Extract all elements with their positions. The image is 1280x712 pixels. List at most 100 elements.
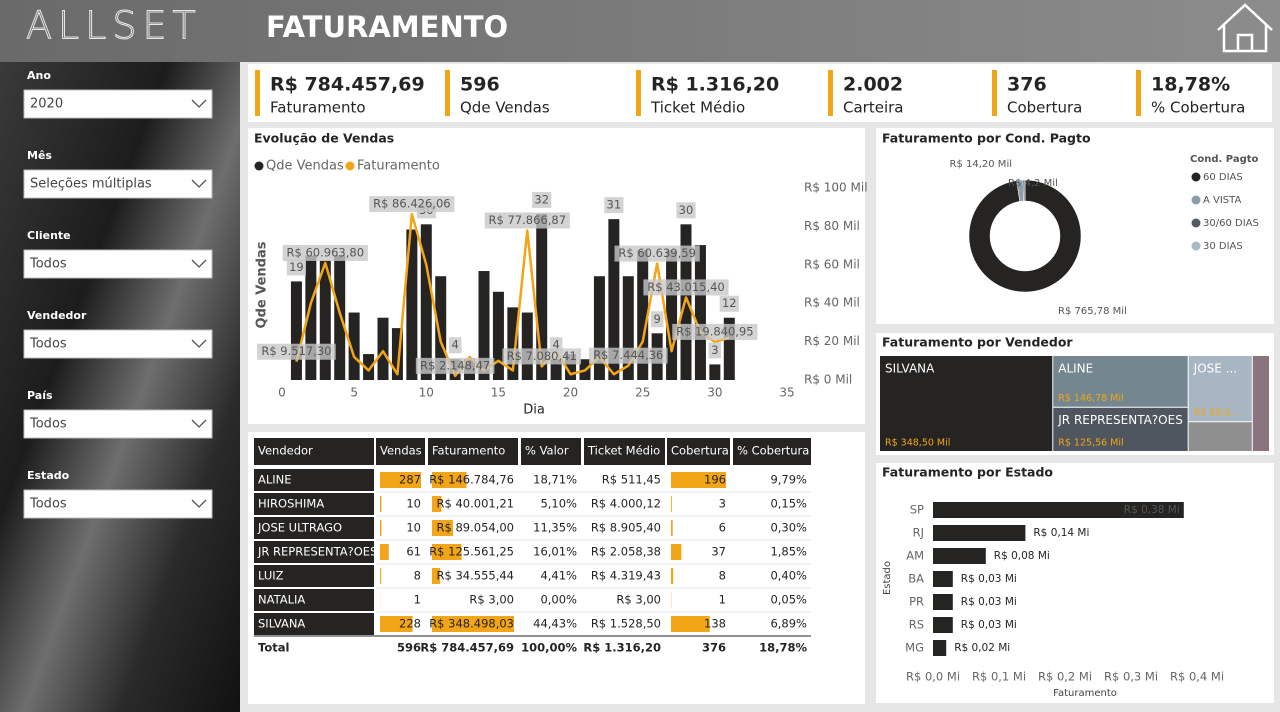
filter-dropdown[interactable] [23, 169, 213, 199]
data-label-bg [484, 212, 570, 229]
table-name-cell [254, 517, 374, 539]
legend-swatch [1191, 241, 1201, 251]
x-tick-label: 25 [635, 386, 650, 400]
filter-dropdown[interactable] [23, 489, 213, 519]
legend-label: 30/60 DIAS [1203, 218, 1259, 229]
bar [637, 250, 649, 380]
data-label: 31 [607, 198, 622, 212]
table-data-bar [432, 616, 514, 632]
table-cell: 138 [704, 617, 726, 631]
bar [593, 276, 605, 380]
bar [420, 224, 432, 380]
y2-tick-label: R$ 60 Mil [804, 257, 860, 271]
table-data-bar [432, 520, 453, 536]
table-data-bar [380, 616, 413, 632]
legend-label: Qde Vendas [266, 159, 344, 174]
bar [478, 271, 490, 380]
table-data-bar [671, 568, 674, 584]
table-cell: 0,05% [770, 593, 807, 607]
kpi-accent [828, 70, 833, 116]
table-data-bar [380, 568, 382, 584]
table-cell: 6,89% [770, 617, 807, 631]
data-label-bg [415, 357, 495, 374]
y-tick-label: BA [908, 572, 924, 586]
table-cell: R$ 89.054,00 [437, 521, 515, 535]
table-header: Faturamento [432, 444, 505, 458]
line [295, 212, 730, 378]
x-tick-label: R$ 0,0 Mi [906, 670, 960, 684]
data-label-bg [588, 347, 668, 364]
table-header: % Valor [525, 444, 569, 458]
filter-value: Todos [29, 497, 67, 512]
table-cell: 228 [399, 617, 421, 631]
home-icon[interactable] [1217, 3, 1273, 53]
filter-value: Todos [29, 417, 67, 432]
data-label-bg [672, 323, 758, 340]
table-cell: 6 [719, 521, 726, 535]
kpi-label: % Cobertura [1151, 99, 1245, 117]
table-data-bar [671, 544, 682, 560]
header-bar [0, 0, 1280, 62]
table-cell: 37 [711, 545, 726, 559]
data-label-bg [282, 244, 368, 261]
data-label-bg [286, 259, 307, 276]
bar [565, 354, 577, 380]
tile-label: JR REPRESENTA?OES [1057, 413, 1183, 427]
chart-title: Faturamento por Cond. Pagto [882, 131, 1091, 146]
table-cell: 0,40% [770, 569, 807, 583]
data-label: R$ 0,14 Mi [1033, 527, 1089, 539]
legend-swatch [254, 161, 264, 171]
dropdown-chevron [191, 419, 207, 428]
legend-label: A VISTA [1203, 195, 1241, 206]
table-header-cell [733, 438, 811, 465]
table-cell: 10 [406, 497, 421, 511]
tile-value: R$ 146,78 Mil [1058, 393, 1123, 404]
table-cell: R$ 348.498,03 [429, 617, 514, 631]
treemap-tile [1188, 356, 1252, 422]
table-cell: 16,01% [533, 545, 577, 559]
filter-label: Mês [27, 149, 52, 162]
x-tick-label: 30 [707, 386, 722, 400]
bar [334, 255, 346, 380]
x-tick-label: R$ 0,1 Mi [972, 670, 1026, 684]
table-cell: R$ 146.784,76 [429, 473, 514, 487]
x-tick-label: 15 [491, 386, 506, 400]
filter-dropdown[interactable] [23, 249, 213, 279]
data-label: R$ 60.639,59 [618, 246, 696, 260]
table-cell: 8 [414, 569, 421, 583]
filter-dropdown[interactable] [23, 89, 213, 119]
data-label: 19 [289, 260, 304, 274]
bar [933, 640, 947, 656]
x-axis-title: Faturamento [1053, 688, 1117, 699]
filter-dropdown[interactable] [23, 409, 213, 439]
x-tick-label: 5 [350, 386, 358, 400]
table-cell: 10 [406, 521, 421, 535]
table-data-bar [671, 520, 673, 536]
chart-title: Evolução de Vendas [254, 131, 394, 146]
data-label: 4 [552, 338, 559, 352]
dropdown-chevron [191, 499, 207, 508]
table-data-bar [671, 472, 726, 488]
kpi-accent [636, 70, 641, 116]
legend-swatch [345, 161, 355, 171]
kpi-label: Cobertura [1007, 99, 1082, 117]
bar [723, 317, 735, 380]
filter-dropdown[interactable] [23, 329, 213, 359]
table-cell: 18,71% [533, 473, 577, 487]
legend-title: Cond. Pagto [1190, 154, 1259, 165]
table-cell: 4,41% [540, 569, 577, 583]
table-total: R$ 1.316,20 [583, 641, 661, 655]
x-tick-label: R$ 0,3 Mi [1104, 670, 1158, 684]
y-tick-label: PR [909, 595, 924, 609]
y-tick-label: RS [909, 618, 924, 632]
x-tick-label: R$ 0,2 Mi [1038, 670, 1092, 684]
y2-tick-label: R$ 20 Mil [804, 334, 860, 348]
table-cell: R$ 125.561,25 [429, 545, 514, 559]
chart-title: Faturamento por Vendedor [882, 335, 1073, 350]
bar [933, 502, 1184, 518]
table-cell: JOSE ULTRAGO [257, 521, 342, 535]
tile-value: R$ 125,56 Mil [1058, 438, 1123, 449]
table-cell: 44,43% [533, 617, 577, 631]
table-cell: R$ 2.058,38 [591, 545, 661, 559]
